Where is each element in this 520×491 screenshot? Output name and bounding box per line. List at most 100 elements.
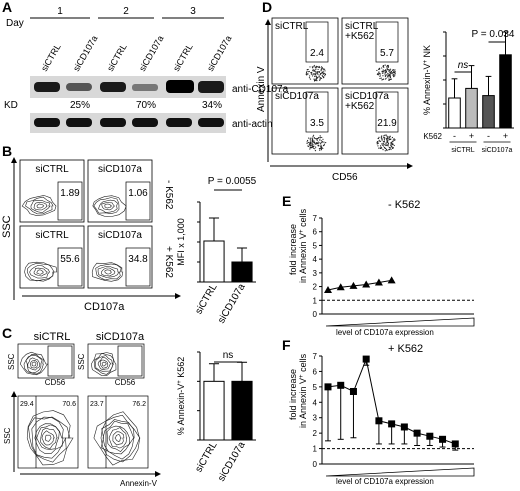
flow-dot	[318, 66, 320, 69]
flow-dot	[310, 73, 312, 75]
flow-dot	[314, 72, 316, 75]
flow-dot	[383, 136, 385, 138]
y-tick-label: 3	[313, 269, 318, 278]
flow-dot	[394, 75, 396, 77]
flow-dot	[317, 141, 319, 143]
flow-dot	[312, 135, 314, 137]
flow-dot	[387, 69, 389, 71]
blot-label: anti-CD107a	[232, 84, 289, 95]
flow-dot	[309, 148, 311, 150]
flow-dot	[315, 68, 317, 70]
flow-gate	[375, 21, 399, 63]
panel-c-letter: C	[2, 325, 12, 341]
flow-dot	[319, 78, 321, 80]
flow-plot-frame	[271, 17, 339, 85]
kd-value: 70%	[136, 100, 156, 111]
flow-plot-label: siCTRL	[345, 21, 379, 32]
flow-dot	[388, 139, 390, 141]
data-point	[349, 387, 357, 395]
y-tick-label: 1	[313, 445, 318, 454]
expression-wedge	[325, 317, 475, 327]
flow-dot	[384, 147, 386, 149]
flow-dot	[385, 75, 387, 77]
flow-dot	[379, 77, 381, 80]
flow-dot	[378, 139, 380, 141]
flow-dot	[380, 77, 382, 79]
flow-contour	[27, 357, 41, 371]
flow-plot-frame	[19, 159, 85, 223]
flow-dot	[311, 66, 313, 68]
flow-dot	[377, 68, 380, 70]
flow-dot	[320, 77, 323, 79]
day-3-label: 3	[190, 6, 196, 17]
flow-contour	[101, 202, 116, 211]
bar	[231, 261, 253, 283]
flow-dot	[381, 139, 383, 141]
flow-dot	[321, 141, 323, 144]
flow-plot-frame	[87, 395, 149, 469]
c-top-ylabel: SSC	[7, 353, 16, 370]
flow-dot	[389, 136, 391, 139]
flow-contour	[41, 430, 55, 446]
flow-dot	[319, 77, 321, 79]
flow-contour	[102, 420, 135, 455]
flow-dot	[387, 76, 389, 78]
flow-dot	[387, 75, 389, 77]
flow-dot	[393, 139, 395, 141]
flow-dot	[377, 74, 379, 76]
flow-dot	[312, 134, 315, 136]
flow-dot	[312, 147, 315, 149]
flow-dot	[384, 144, 386, 146]
flow-dot	[323, 72, 325, 74]
e-xlabel: level of CD107a expression	[336, 328, 434, 337]
flow-dot	[387, 141, 389, 143]
flow-dot	[393, 144, 395, 147]
flow-dot	[315, 75, 317, 77]
flow-dot	[382, 145, 385, 147]
flow-dot	[377, 137, 379, 140]
b-ylabel: SSC	[1, 215, 13, 238]
blot-label: anti-actin	[232, 119, 273, 130]
flow-dot	[320, 66, 323, 68]
flow-dot	[376, 69, 378, 72]
d-ylabel: Annexin V	[256, 66, 267, 112]
flow-contour	[30, 200, 51, 214]
flow-dot	[305, 73, 308, 75]
flow-dot	[392, 139, 394, 141]
flow-dot	[381, 143, 383, 145]
x-tick-label: siCTRL	[193, 282, 219, 317]
flow-dot	[381, 70, 383, 73]
panel-b: B SSC CD107a siCTRL 1.89 siCD107a 1.06 siCTR…	[1, 143, 181, 313]
data-point	[388, 420, 396, 428]
k562-sign: -	[487, 131, 490, 141]
flow-contour	[101, 267, 116, 277]
flow-dot	[306, 141, 308, 143]
flow-dot	[383, 135, 385, 137]
flow-dot	[387, 72, 389, 74]
flow-dot	[376, 142, 378, 144]
flow-dot	[389, 73, 391, 75]
flow-contour	[97, 356, 112, 371]
flow-dot	[386, 139, 388, 141]
flow-plot-frame	[87, 225, 153, 289]
flow-dot	[316, 73, 318, 75]
flow-dot	[377, 145, 379, 147]
flow-dot	[385, 148, 387, 151]
flow-dot	[388, 79, 390, 81]
y-tick-label: 7	[313, 352, 318, 361]
y-tick-label: 0	[313, 310, 318, 319]
flow-dot	[388, 78, 390, 80]
flow-dot	[323, 144, 325, 146]
flow-dot	[324, 75, 326, 77]
flow-plot-label: siCTRL	[35, 230, 69, 241]
flow-dot	[312, 141, 314, 143]
flow-dot	[382, 148, 384, 151]
flow-plot-label: siCD107a	[345, 91, 389, 102]
flow-dot	[309, 78, 312, 80]
flow-contour	[26, 410, 74, 466]
flow-dot	[383, 66, 385, 68]
flow-plot-frame	[341, 17, 409, 85]
flow-dot	[379, 74, 381, 76]
flow-gate	[57, 247, 83, 287]
